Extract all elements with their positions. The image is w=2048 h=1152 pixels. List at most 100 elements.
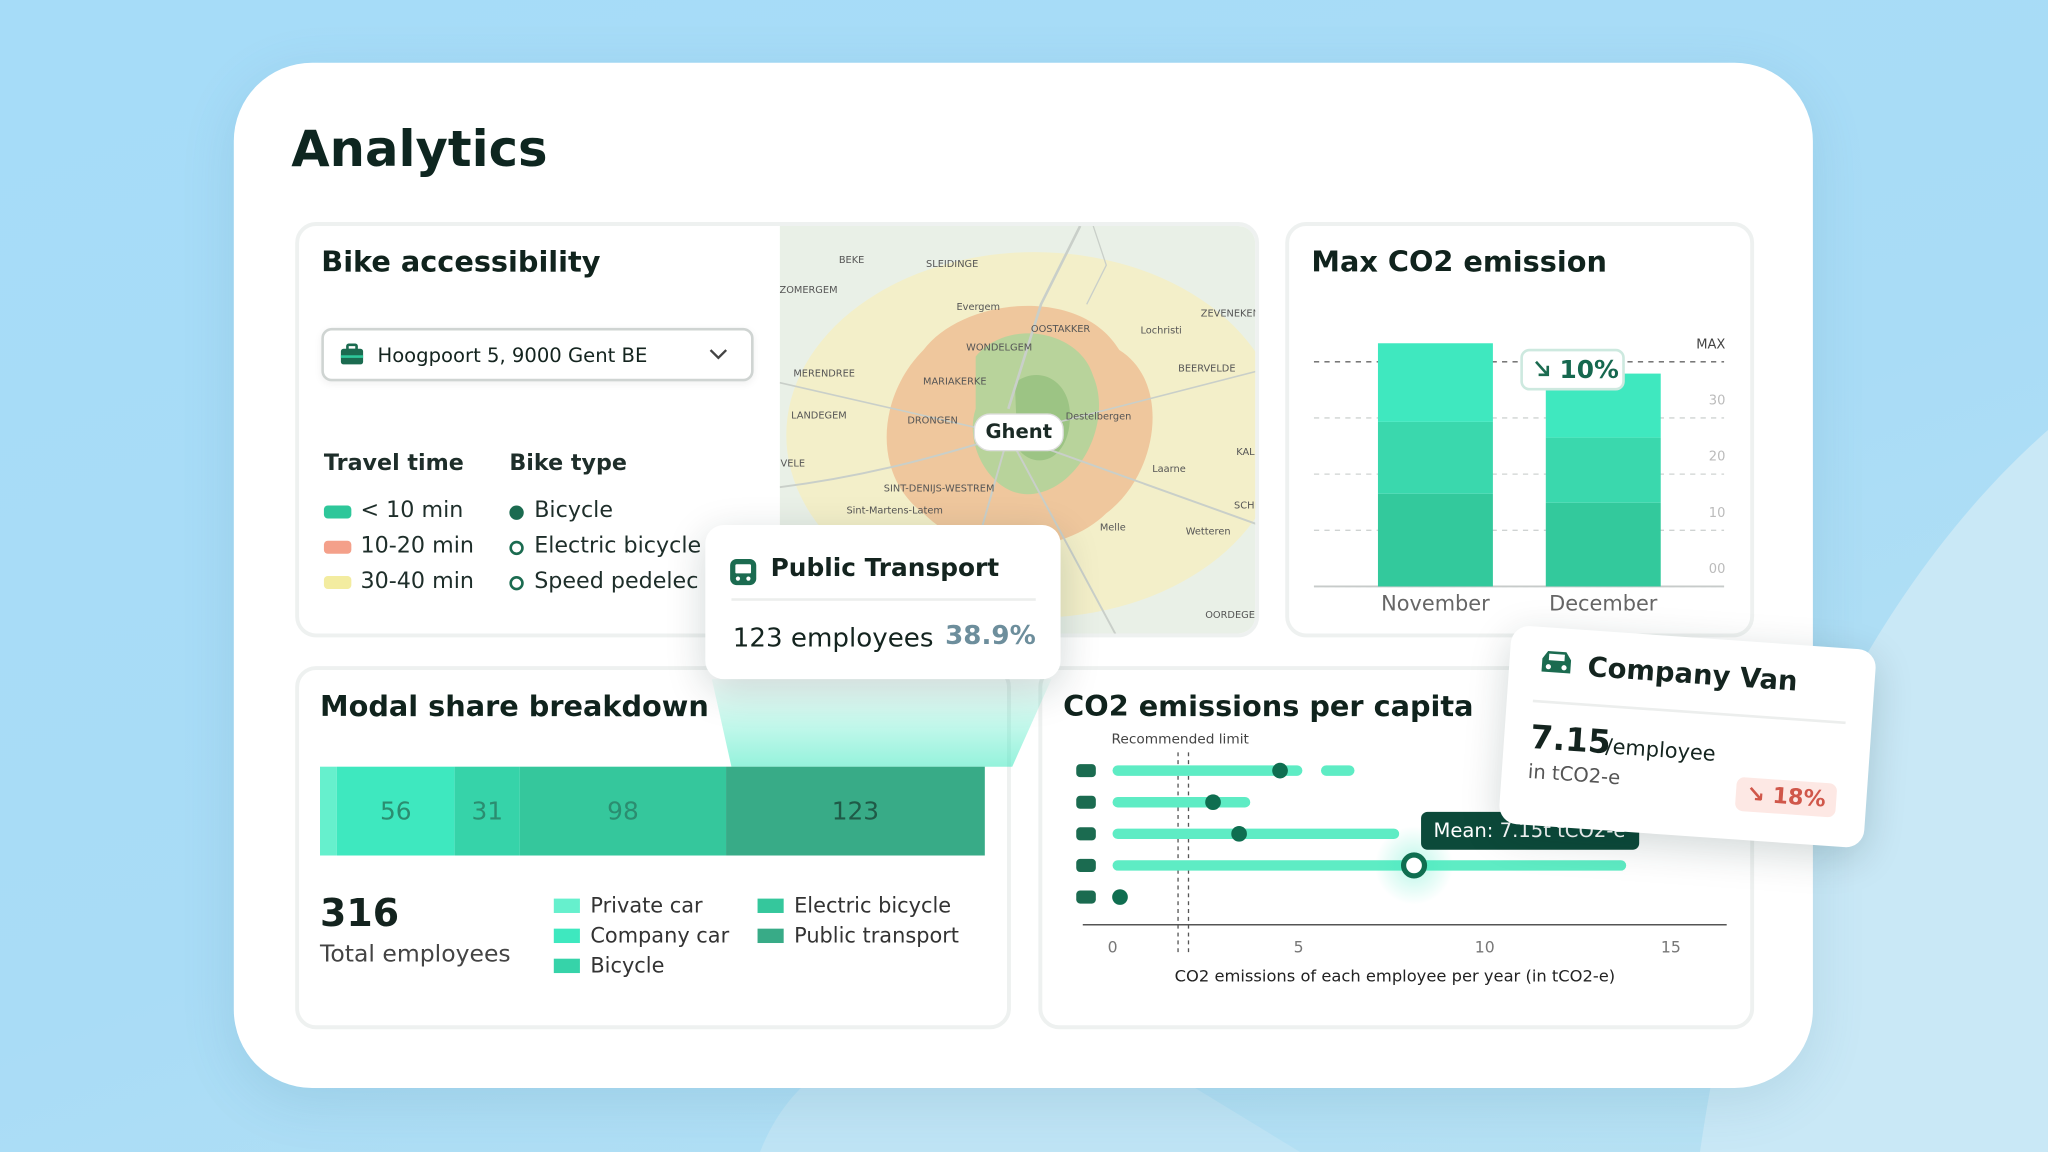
legend-marker [509,575,524,591]
address-dropdown[interactable]: Hoogpoort 5, 9000 Gent BE [321,327,754,382]
map-place: SINT-DENIJS-WESTREM [884,483,995,494]
briefcase-icon [340,343,364,365]
van-icon [1541,650,1572,674]
change-value: 18% [1771,783,1827,814]
range-bar [1320,765,1355,776]
map-place: Lochristi [1141,325,1182,336]
legend-swatch [553,898,580,913]
company-van-popup: Company Van 7.15 /employee in tCO2-e ↘ 1… [1498,624,1877,849]
value-label: 31 [471,796,503,825]
map-center-label: Ghent [985,420,1052,443]
van-unit-detail: in tCO2-e [1527,759,1622,790]
map-place: MERENDREE [793,369,855,380]
bar-segment [336,766,455,856]
legend-swatch [757,928,784,944]
legend-label: Bicycle [534,497,613,524]
legend-title: Bike type [509,450,627,477]
panel-title: CO2 emissions per capita [1063,690,1474,724]
panel-title: Modal share breakdown [319,690,709,724]
arrow: ↘ [1745,781,1774,810]
y-tick-label: 00 [1709,562,1726,577]
employees: 123 employees [732,621,934,654]
value-label: 98 [607,796,639,825]
share: 38.9% [945,619,1036,651]
van-value: 7.15 [1529,717,1613,762]
road [1086,225,1107,305]
bar-segment [454,766,520,856]
bar-segment [1377,421,1493,494]
legend-swatch [553,928,580,944]
y-tick-label: 10 [1709,506,1726,521]
range-bar [1112,828,1400,840]
row-icon [1076,795,1096,809]
row-icon [1076,827,1096,841]
y-tick-label: 30 [1709,393,1726,408]
bus-icon [730,559,757,586]
map-place: VELE [781,459,806,470]
chevron [709,349,728,360]
map-place: SCHE [1234,500,1259,511]
map-pin [973,413,1064,452]
row-icon [1076,764,1096,778]
limit-label: Recommended limit [1112,731,1250,747]
legend-label: 30-40 min [360,568,474,595]
annotation-box [1520,348,1625,391]
x-tick-label: November [1381,592,1490,616]
bar-segment [726,766,985,856]
annotation: 10% [1560,355,1620,384]
legend-label: Electric bicycle [794,893,951,917]
road [1007,225,1082,410]
max-co2-panel [1285,222,1755,638]
legend-swatch [323,505,352,519]
map-place: MARIAKERKE [923,376,987,387]
range-bar [1112,765,1303,776]
popup-connector [711,679,1052,767]
road [1007,434,1117,634]
legend-marker [509,540,524,556]
bar-segment [519,766,727,856]
map-place: Destelbergen [1066,412,1132,423]
row-icon [1076,890,1096,904]
bar-segment [1545,437,1661,503]
page-title: Analytics [291,120,548,178]
legend-swatch [757,898,784,913]
legend-label: Speed pedelec [534,568,699,595]
legend-swatch [553,958,580,974]
y-tick-label: MAX [1696,337,1725,352]
map-place: Melle [1100,523,1126,534]
map-place: WONDELGEM [966,342,1032,353]
range-bar [1112,796,1251,808]
map-place: BEKE [839,255,865,266]
value-label: 123 [832,796,879,825]
value-label: 56 [380,796,412,825]
legend-title: Travel time [323,450,464,477]
x-axis-label: CO2 emissions of each employee per year … [1175,966,1616,985]
address: Hoogpoort 5, 9000 Gent BE [377,343,648,368]
total-label: Total employees [319,940,511,968]
map-place: Laarne [1152,464,1186,475]
divider [731,598,1036,601]
mean-dot [1112,889,1128,905]
legend-label: Bicycle [590,954,664,978]
popup-title: Public Transport [770,553,1000,583]
mean-dot [1400,852,1428,879]
map-place: BEERVELDE [1178,363,1235,374]
popup-title: Company Van [1586,651,1799,698]
bar-segment [1545,502,1661,587]
map-place: ZOMERGEM [780,285,838,296]
van-unit: /employee [1604,733,1717,767]
legend-marker [509,505,524,520]
annotation-arrow [1535,360,1550,377]
mean-dot [1272,762,1288,779]
legend-label: Public transport [794,923,959,947]
row-icon [1076,858,1096,872]
mean-dot [1231,825,1247,842]
map-place: LANDEGEM [791,410,847,421]
map-place: OORDEGEM [1205,610,1259,621]
legend-swatch [323,540,352,554]
map-place: ZEVENEKEN [1201,308,1259,319]
x-tick-label: 0 [1108,938,1118,957]
map-place: Wetteren [1186,527,1231,538]
